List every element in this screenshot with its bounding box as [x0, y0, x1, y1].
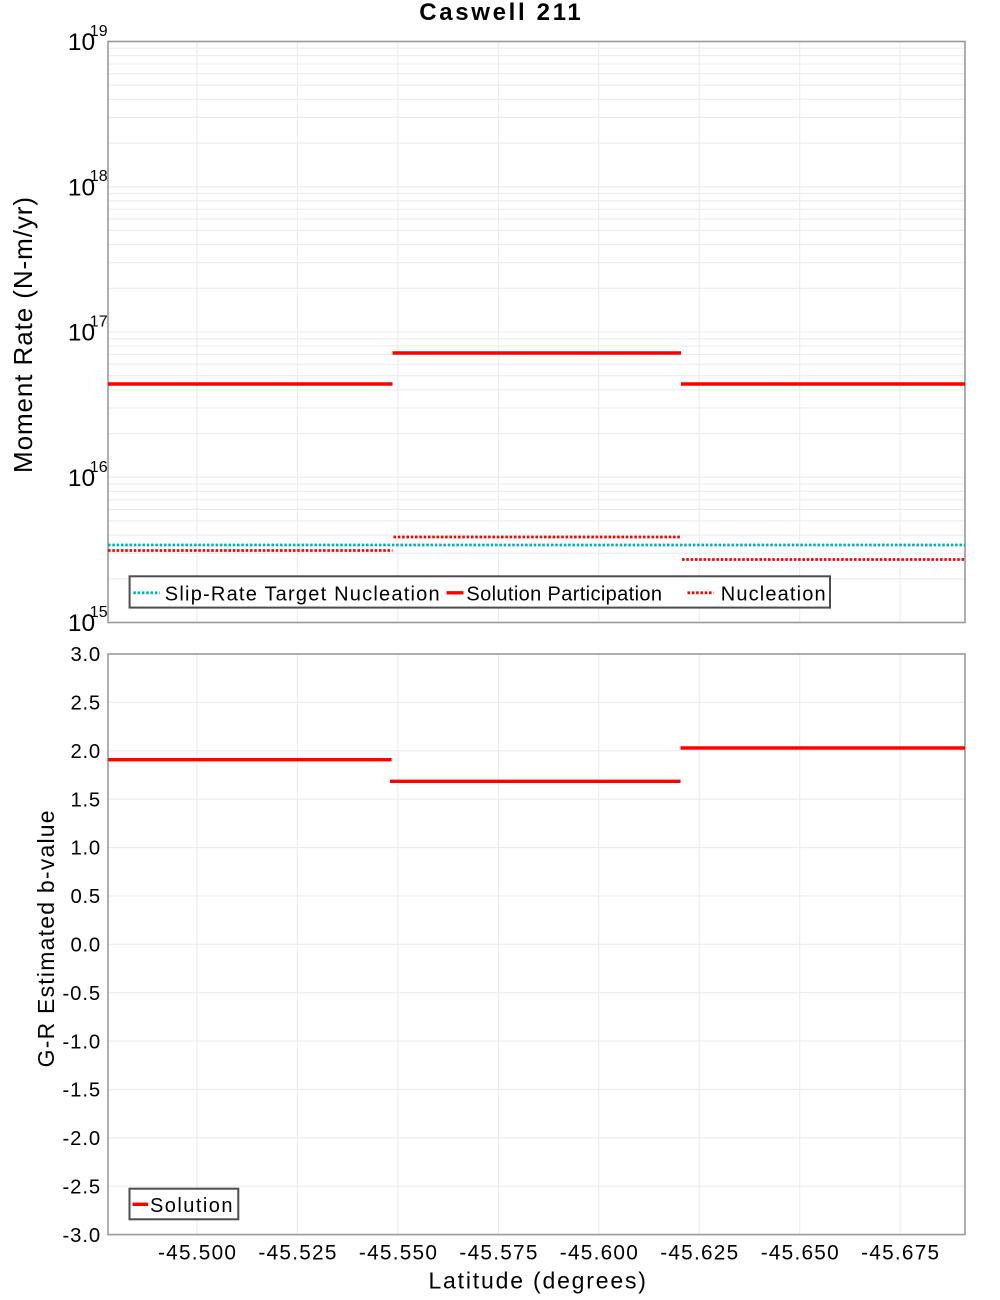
svg-text:G-R Estimated b-value: G-R Estimated b-value: [33, 810, 59, 1067]
svg-text:2.0: 2.0: [71, 741, 101, 763]
svg-text:Solution Participation: Solution Participation: [466, 583, 662, 605]
svg-text:10: 10: [68, 610, 95, 637]
svg-text:Solution: Solution: [150, 1195, 233, 1217]
svg-text:-1.0: -1.0: [63, 1031, 101, 1053]
svg-text:17: 17: [90, 314, 108, 331]
svg-text:-45.575: -45.575: [459, 1241, 537, 1264]
svg-text:1.0: 1.0: [71, 838, 101, 860]
svg-text:-45.500: -45.500: [158, 1241, 236, 1264]
svg-text:10: 10: [68, 320, 95, 347]
svg-text:3.0: 3.0: [71, 644, 101, 666]
svg-text:Slip-Rate Target Nucleation: Slip-Rate Target Nucleation: [165, 583, 440, 605]
svg-text:Nucleation: Nucleation: [721, 583, 826, 605]
svg-text:-3.0: -3.0: [63, 1225, 101, 1247]
svg-text:10: 10: [68, 465, 95, 492]
svg-text:0.0: 0.0: [71, 935, 101, 957]
svg-text:18: 18: [90, 168, 108, 185]
svg-text:15: 15: [90, 604, 108, 621]
svg-text:-2.5: -2.5: [63, 1176, 101, 1198]
svg-text:10: 10: [68, 174, 95, 201]
svg-text:19: 19: [90, 23, 108, 40]
svg-text:-45.550: -45.550: [359, 1241, 437, 1264]
svg-text:10: 10: [68, 29, 95, 56]
svg-text:2.5: 2.5: [71, 693, 101, 715]
svg-text:-45.525: -45.525: [258, 1241, 336, 1264]
svg-text:Moment Rate (N-m/yr): Moment Rate (N-m/yr): [8, 197, 38, 473]
svg-text:0.5: 0.5: [71, 886, 101, 908]
svg-text:16: 16: [90, 459, 108, 476]
svg-text:-45.600: -45.600: [560, 1241, 638, 1264]
svg-text:-0.5: -0.5: [63, 983, 101, 1005]
svg-text:Latitude (degrees): Latitude (degrees): [428, 1268, 646, 1294]
svg-text:1.5: 1.5: [71, 789, 101, 811]
svg-text:-2.0: -2.0: [63, 1128, 101, 1150]
svg-text:-45.650: -45.650: [761, 1241, 839, 1264]
svg-text:-45.625: -45.625: [660, 1241, 738, 1264]
svg-text:-45.675: -45.675: [861, 1241, 939, 1264]
svg-text:-1.5: -1.5: [63, 1080, 101, 1102]
svg-text:Caswell 211: Caswell 211: [419, 0, 581, 26]
